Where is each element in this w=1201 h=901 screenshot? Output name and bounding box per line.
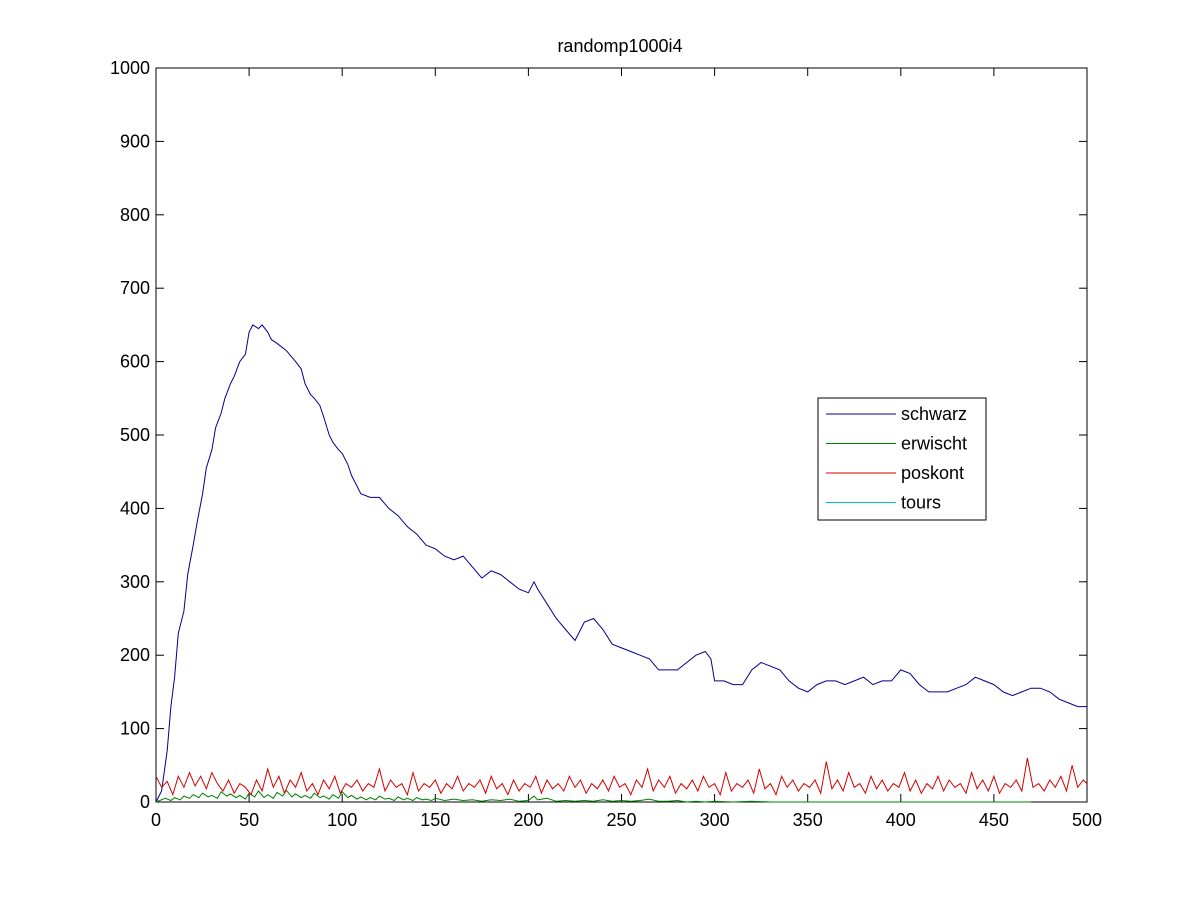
- x-axis: 0 50 100 150 200 250 300 350 400 450 500: [151, 68, 1102, 830]
- chart-title: randomp1000i4: [557, 36, 682, 56]
- y-tick-label: 500: [120, 425, 150, 445]
- x-tick-label: 0: [151, 810, 161, 830]
- y-tick-label: 0: [140, 792, 150, 812]
- y-tick-label: 700: [120, 278, 150, 298]
- y-tick-label: 400: [120, 498, 150, 518]
- x-tick-label: 250: [606, 810, 636, 830]
- x-tick-label: 400: [886, 810, 916, 830]
- y-tick-label: 800: [120, 205, 150, 225]
- series-layer: [155, 324, 1088, 803]
- legend-label-erwischt: erwischt: [901, 434, 967, 454]
- y-tick-label: 900: [120, 131, 150, 151]
- x-tick-label: 450: [979, 810, 1009, 830]
- series-line-schwarz: [155, 324, 1087, 803]
- y-tick-label: 200: [120, 645, 150, 665]
- x-tick-label: 300: [700, 810, 730, 830]
- y-axis: 0 100 200 300 400 500 600 700 800 900 1000: [110, 58, 1087, 812]
- series-line-erwischt: [155, 789, 1032, 803]
- y-tick-label: 600: [120, 352, 150, 372]
- legend-box: [817, 397, 987, 521]
- y-tick-label: 1000: [110, 58, 150, 78]
- legend-label-schwarz: schwarz: [901, 404, 967, 424]
- x-tick-label: 200: [513, 810, 543, 830]
- y-tick-label: 300: [120, 572, 150, 592]
- x-tick-label: 50: [239, 810, 259, 830]
- x-tick-label: 100: [327, 810, 357, 830]
- x-tick-label: 500: [1072, 810, 1102, 830]
- legend: schwarz erwischt poskont tours: [817, 397, 987, 521]
- legend-label-poskont: poskont: [901, 463, 964, 483]
- legend-label-tours: tours: [901, 493, 941, 513]
- y-tick-label: 100: [120, 719, 150, 739]
- x-tick-label: 150: [420, 810, 450, 830]
- x-tick-label: 350: [793, 810, 823, 830]
- series-line-poskont: [155, 757, 1088, 797]
